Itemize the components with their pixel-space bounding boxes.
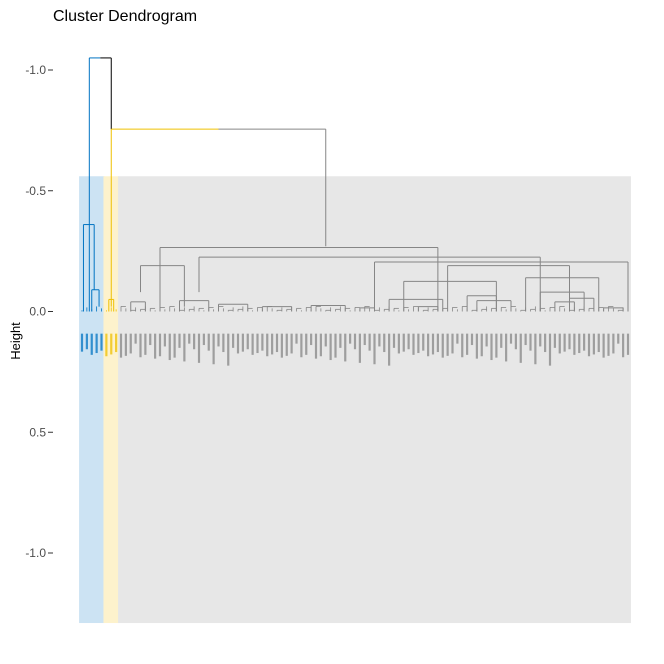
y-axis-title: Height <box>8 322 23 360</box>
y-axis: -1.0 0.5 0.0 -0.5 -1.0 <box>25 63 53 560</box>
leaf-labels <box>80 333 630 366</box>
y-tick-label: 0.0 <box>29 305 46 319</box>
y-tick-label: 0.5 <box>29 425 46 439</box>
cluster-bands <box>79 176 631 624</box>
cluster-band-3 <box>118 176 631 624</box>
cluster-band-2 <box>103 176 120 624</box>
y-tick-label: -1.0 <box>25 63 46 77</box>
chart-title: Cluster Dendrogram <box>53 8 197 25</box>
y-tick-label: -0.5 <box>25 184 46 198</box>
y-tick-label: -1.0 <box>25 546 46 560</box>
cluster-band-1 <box>79 176 105 624</box>
dendrogram-tree <box>81 57 629 312</box>
